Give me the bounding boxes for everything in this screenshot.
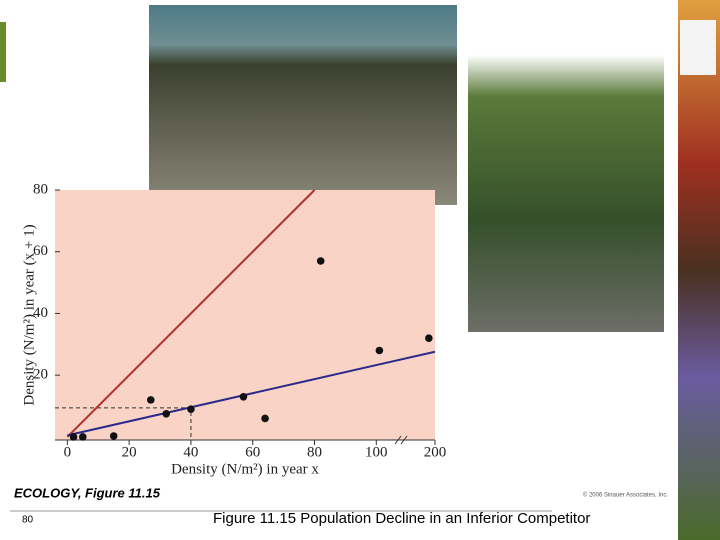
photo-anemones: [468, 55, 664, 332]
caption: Figure 11.15 Population Decline in an In…: [213, 510, 590, 527]
data-point: [425, 334, 433, 342]
y-axis-title: Density (N/m²) in year (x + 1): [21, 224, 37, 405]
y-tick-label: 20: [33, 367, 48, 383]
data-point: [375, 346, 384, 355]
accent-bar: [0, 22, 6, 82]
x-tick-label: 100: [365, 444, 388, 460]
x-tick-label: 40: [183, 444, 198, 460]
trend-line: [66, 189, 316, 438]
data-point: [109, 432, 118, 440]
data-point: [162, 409, 171, 418]
x-tick-label: 0: [64, 444, 72, 460]
data-point: [79, 433, 87, 441]
x-tick-label: 80: [307, 444, 322, 460]
data-point: [239, 392, 248, 401]
y-tick-label: 40: [33, 305, 48, 321]
x-tick-label: 60: [245, 444, 260, 460]
x-axis-title: Density (N/m²) in year x: [171, 461, 319, 477]
copyright: © 2006 Sinauer Associates, Inc.: [583, 492, 668, 499]
data-point: [316, 257, 325, 265]
figure-label: ECOLOGY, Figure 11.15: [14, 485, 161, 500]
data-point: [69, 433, 78, 441]
trend-line: [67, 350, 436, 437]
x-tick-label: 20: [122, 444, 137, 460]
data-point: [261, 414, 269, 423]
data-point: [146, 396, 155, 404]
plot-background: [55, 190, 435, 440]
slide-number: 80: [22, 515, 34, 526]
axis-break: [394, 435, 408, 445]
logo: [680, 20, 716, 75]
y-tick-label: 60: [33, 243, 48, 259]
photo-rocks: [149, 5, 457, 205]
y-tick-label: 80: [33, 181, 48, 197]
photo-strip: [678, 0, 720, 540]
data-point: [187, 405, 195, 413]
x-tick-label: 200: [424, 444, 447, 460]
